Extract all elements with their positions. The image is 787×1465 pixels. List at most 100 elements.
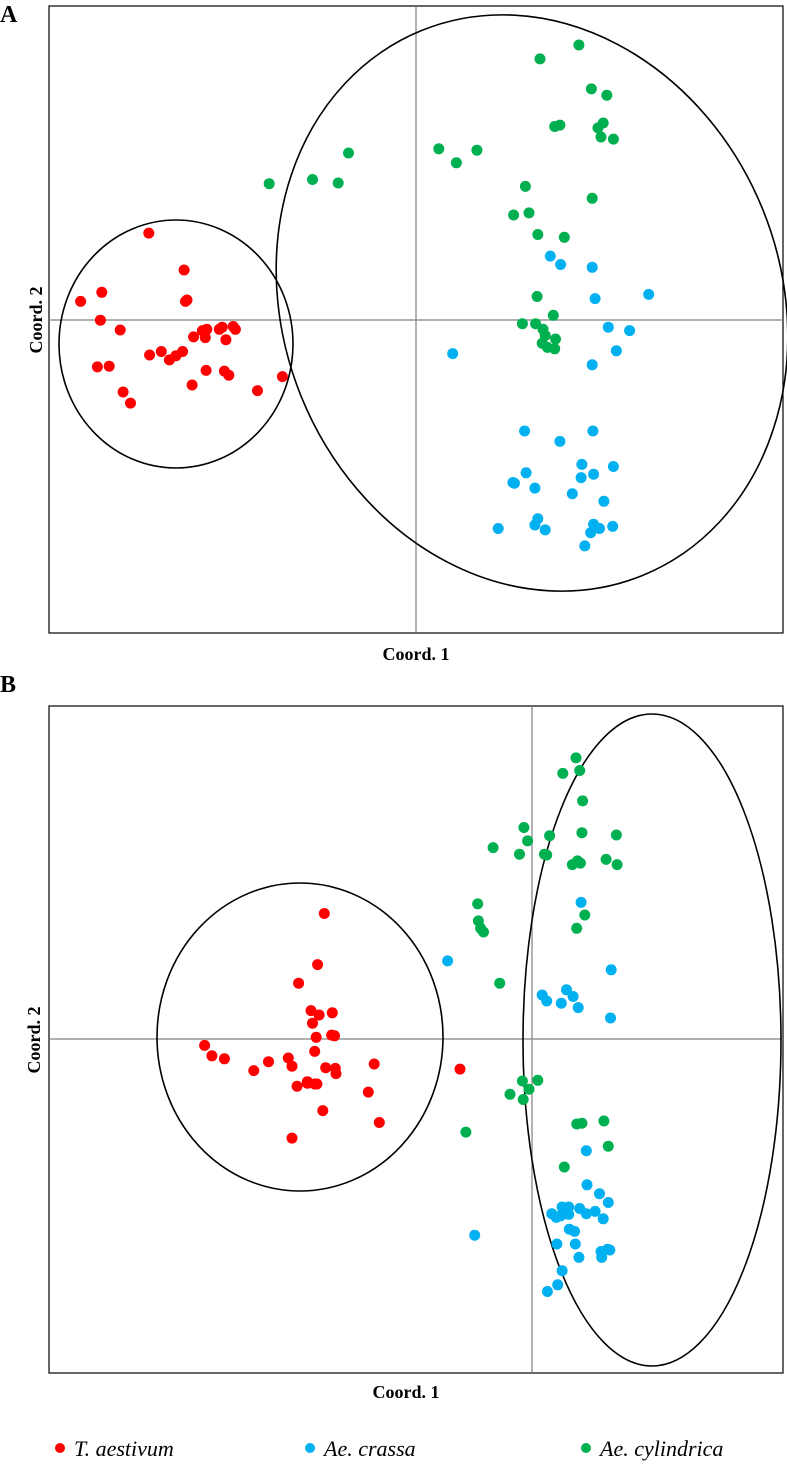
point-a-ae-crassa-27 (594, 523, 605, 534)
point-a-ae-cylindrica-9 (595, 131, 607, 143)
point-a-ae-cylindrica-24 (547, 309, 559, 321)
point-b-t-aestivum-10 (309, 1045, 321, 1057)
legend-label-ae-crassa: Ae. crassa (322, 1436, 416, 1461)
point-a-t-aestivum-1 (178, 264, 190, 276)
point-b-ae-cylindrica-34 (558, 1161, 570, 1173)
point-b-ae-cylindrica-24 (494, 977, 506, 989)
point-b-t-aestivum-1 (312, 959, 324, 971)
point-a-t-aestivum-25 (186, 379, 198, 391)
point-b-ae-cylindrica-12 (600, 853, 612, 865)
point-a-ae-cylindrica-26 (516, 318, 528, 330)
point-b-ae-cylindrica-32 (460, 1126, 472, 1138)
point-b-ae-cylindrica-8 (610, 829, 622, 841)
legend-item-ae-crassa: Ae. crassa (305, 1436, 416, 1461)
panel-a-cluster-left (58, 219, 294, 469)
point-b-ae-crassa-24 (597, 1213, 609, 1225)
point-b-t-aestivum-11 (206, 1050, 218, 1062)
point-b-ae-crassa-21 (550, 1211, 562, 1223)
point-b-ae-crassa-30 (604, 1244, 616, 1256)
point-a-ae-crassa-5 (602, 321, 614, 333)
legend-marker-ae-cylindrica (581, 1443, 591, 1453)
point-a-ae-crassa-29 (492, 523, 504, 534)
point-b-t-aestivum-17 (248, 1065, 260, 1077)
point-a-ae-crassa-19 (529, 482, 541, 494)
point-a-t-aestivum-19 (188, 331, 200, 343)
point-b-ae-crassa-0 (442, 955, 454, 967)
point-b-ae-cylindrica-23 (478, 926, 489, 938)
point-b-ae-crassa-18 (556, 1201, 568, 1213)
point-b-ae-cylindrica-27 (532, 1074, 544, 1086)
point-b-ae-cylindrica-26 (523, 1083, 535, 1095)
point-b-ae-crassa-9 (555, 997, 567, 1009)
point-b-t-aestivum-6 (307, 1017, 318, 1029)
point-b-t-aestivum-18 (320, 1062, 332, 1074)
point-b-ae-crassa-36 (569, 1225, 580, 1237)
point-a-ae-crassa-3 (589, 293, 601, 305)
point-a-ae-cylindrica-3 (601, 89, 613, 101)
point-b-t-aestivum-20 (368, 1058, 380, 1070)
point-a-ae-cylindrica-29 (550, 333, 561, 345)
legend-label-t-aestivum: T. aestivum (74, 1436, 174, 1461)
legend-label-ae-cylindrica: Ae. cylindrica (598, 1436, 723, 1461)
point-b-ae-crassa-25 (469, 1229, 481, 1241)
point-a-ae-cylindrica-23 (531, 291, 543, 302)
point-b-t-aestivum-26 (291, 1080, 303, 1092)
point-a-t-aestivum-4 (96, 286, 108, 298)
point-a-ae-cylindrica-7 (549, 121, 561, 132)
point-b-t-aestivum-15 (263, 1056, 274, 1068)
point-b-ae-cylindrica-28 (504, 1088, 516, 1100)
point-b-ae-crassa-27 (569, 1238, 581, 1250)
point-a-t-aestivum-28 (223, 369, 235, 381)
point-b-ae-cylindrica-2 (557, 767, 569, 779)
point-b-ae-cylindrica-10 (514, 848, 525, 860)
point-b-t-aestivum-31 (286, 1132, 298, 1144)
point-b-ae-cylindrica-3 (577, 795, 589, 807)
legend-marker-ae-crassa (305, 1443, 315, 1453)
panel-b-points (199, 752, 623, 1297)
point-a-ae-crassa-17 (520, 467, 532, 479)
point-b-ae-cylindrica-35 (571, 1118, 583, 1130)
legend-item-ae-cylindrica: Ae. cylindrica (581, 1436, 723, 1461)
point-b-t-aestivum-27 (301, 1076, 313, 1088)
point-a-ae-crassa-15 (575, 472, 587, 484)
point-b-t-aestivum-14 (282, 1052, 294, 1064)
point-b-t-aestivum-3 (305, 1005, 317, 1017)
panel-a-y-label: Coord. 2 (26, 287, 46, 354)
point-b-ae-cylindrica-33 (602, 1140, 614, 1152)
point-b-ae-cylindrica-31 (598, 1115, 610, 1127)
point-a-ae-crassa-14 (588, 468, 600, 480)
panel-a-points (75, 39, 655, 552)
point-a-ae-cylindrica-13 (343, 147, 354, 159)
point-b-ae-crassa-33 (556, 1265, 568, 1277)
point-a-ae-cylindrica-16 (332, 177, 344, 189)
point-b-ae-crassa-7 (605, 964, 617, 976)
panel-a-x-label: Coord. 1 (383, 644, 450, 664)
point-a-t-aestivum-5 (114, 324, 126, 336)
point-b-ae-crassa-1 (575, 896, 587, 908)
point-a-ae-cylindrica-17 (519, 180, 531, 192)
point-a-t-aestivum-15 (177, 346, 189, 357)
point-b-ae-cylindrica-20 (579, 909, 591, 921)
point-a-t-aestivum-26 (200, 364, 212, 376)
point-b-ae-crassa-5 (541, 995, 553, 1007)
panel-b-x-label: Coord. 1 (373, 1382, 440, 1402)
point-a-ae-cylindrica-5 (592, 122, 604, 134)
point-a-ae-crassa-16 (607, 461, 619, 472)
point-a-ae-cylindrica-20 (508, 209, 520, 221)
point-a-ae-crassa-24 (529, 519, 541, 531)
point-a-t-aestivum-7 (103, 360, 115, 372)
point-b-ae-crassa-23 (589, 1205, 601, 1217)
point-a-ae-cylindrica-21 (532, 229, 544, 240)
point-b-t-aestivum-5 (326, 1007, 338, 1019)
point-b-ae-crassa-3 (567, 991, 579, 1002)
point-a-t-aestivum-21 (216, 321, 228, 333)
point-a-t-aestivum-11 (144, 349, 156, 361)
point-b-t-aestivum-2 (293, 977, 305, 989)
point-b-t-aestivum-25 (362, 1086, 374, 1098)
point-a-ae-crassa-20 (566, 488, 578, 500)
point-a-ae-crassa-28 (607, 520, 619, 532)
point-b-t-aestivum-28 (317, 1105, 329, 1117)
point-a-ae-crassa-30 (579, 540, 591, 552)
point-b-ae-crassa-31 (573, 1251, 585, 1263)
